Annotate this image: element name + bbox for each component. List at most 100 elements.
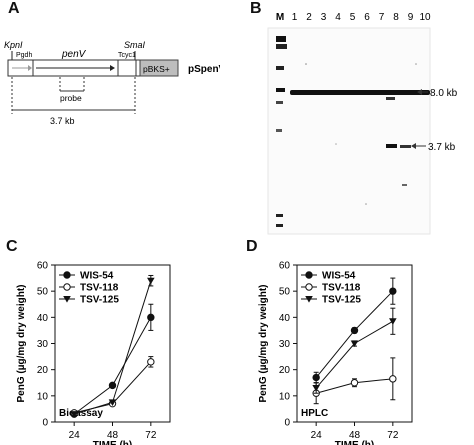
- x-tick-label: 72: [387, 430, 399, 441]
- series-tsv-125: [312, 307, 397, 394]
- data-point-marker: [63, 296, 71, 303]
- lane-label: 9: [408, 12, 414, 23]
- marker-band: [276, 101, 283, 104]
- band-3.7kb-label: 3.7 kb: [428, 142, 456, 153]
- blot-speck: [305, 63, 307, 65]
- blot-membrane: [267, 27, 431, 235]
- lane-labels: M 1 2 3 4 5 6 7 8 9 10: [276, 12, 431, 23]
- blot-speck: [365, 203, 367, 205]
- marker-band: [276, 66, 284, 70]
- legend-label: TSV-125: [322, 295, 361, 306]
- marker-band: [276, 214, 283, 217]
- y-tick-label: 50: [37, 287, 49, 298]
- y-tick-label: 0: [42, 418, 48, 429]
- legend-label: TSV-118: [80, 283, 119, 294]
- band-8kb-arrow-head: [417, 89, 422, 95]
- band-8kb-row: [290, 90, 430, 95]
- blot-bands: [276, 36, 430, 227]
- x-axis-label: TIME (h): [93, 440, 132, 445]
- lane-label: 5: [350, 12, 356, 23]
- x-tick-label: 48: [349, 430, 361, 441]
- data-point-marker: [147, 277, 155, 285]
- y-tick-label: 10: [279, 391, 291, 402]
- y-tick-label: 40: [279, 313, 291, 324]
- y-tick-label: 30: [279, 339, 291, 350]
- series-tsv-118: [312, 357, 397, 405]
- pbks-vector-box: [139, 59, 179, 77]
- probe-label-bg: [58, 92, 88, 102]
- data-point-marker: [108, 399, 117, 406]
- y-tick-label: 20: [279, 365, 291, 376]
- x-tick-label: 72: [145, 430, 157, 441]
- blot-speck: [335, 143, 337, 145]
- y-tick-label: 20: [37, 365, 49, 376]
- method-label: Bioassay: [59, 408, 103, 419]
- marker-band: [276, 224, 283, 227]
- band-3.7kb-arrow-head: [411, 143, 416, 149]
- legend-label: WIS-54: [322, 271, 356, 282]
- data-point-marker: [70, 411, 78, 418]
- legend-label: TSV-125: [80, 295, 119, 306]
- lane9-3.7kb-band: [400, 145, 411, 148]
- data-point-marker: [305, 271, 313, 279]
- pgdh-label: Pgdh: [16, 52, 32, 59]
- panel-b-label: B: [250, 0, 262, 17]
- method-label: HPLC: [301, 408, 328, 419]
- marker-band: [276, 36, 286, 42]
- chart-d-hplc: 0 10 20 30 40 50 60 24 48 72 TIME (h) PenG (µg/mg d…: [258, 261, 413, 445]
- data-point-marker: [63, 283, 71, 291]
- chart-c-bioassay: 0 10 20 30 40 50 60 24 48 72 TIME (h) PenG (µg/mg d…: [16, 261, 171, 445]
- lane-label: 3: [321, 12, 327, 23]
- lane-label: 8: [393, 12, 399, 23]
- pgdh-arrow-head: [28, 65, 32, 71]
- panel-c-label: C: [6, 238, 18, 255]
- lane-label: M: [276, 12, 284, 23]
- lane-label: 1: [292, 12, 298, 23]
- series-wis-54: [312, 277, 397, 384]
- lane-label: 10: [419, 12, 431, 23]
- x-tick-label: 24: [311, 430, 323, 441]
- span-size-label: 3.7 kb: [50, 116, 75, 126]
- y-axis-label: PenG (µg/mg dry weight): [16, 285, 27, 403]
- southern-blot-image: M 1 2 3 4 5 6 7 8 9 10 8.0 kb 3.7 kb: [267, 12, 458, 235]
- band-8kb-label: 8.0 kb: [430, 88, 458, 99]
- y-tick-label: 50: [279, 287, 291, 298]
- data-point-marker: [147, 313, 155, 322]
- lane-label: 2: [306, 12, 312, 23]
- penv-label: penV: [61, 49, 87, 60]
- legend-label: TSV-118: [322, 283, 361, 294]
- lane-label: 7: [379, 12, 385, 23]
- data-point-marker: [312, 373, 320, 382]
- plasmid-name: pSpenV: [188, 64, 220, 75]
- data-point-marker: [350, 379, 359, 387]
- probe-label: probe: [60, 93, 82, 103]
- marker-band: [276, 88, 285, 92]
- series-tsv-125: [70, 274, 155, 418]
- y-axis-label: PenG (µg/mg dry weight): [258, 285, 269, 403]
- data-point-marker: [305, 283, 313, 291]
- data-point-marker: [389, 287, 397, 295]
- y-tick-label: 30: [37, 339, 49, 350]
- lane8-band: [386, 97, 395, 100]
- data-point-marker: [108, 381, 117, 390]
- x-tick-label: 48: [107, 430, 119, 441]
- y-tick-label: 40: [37, 313, 49, 324]
- lane-label: 4: [335, 12, 341, 23]
- data-point-marker: [350, 340, 359, 348]
- x-axis-label: TIME (h): [335, 440, 374, 445]
- panel-d-label: D: [246, 238, 258, 255]
- data-point-marker: [389, 318, 397, 325]
- plasmid-map-diagram: KpnI SmaI Pgdh penV Tcyc1 pBKS+ pSpenV p…: [4, 40, 220, 126]
- x-tick-label: 24: [69, 430, 81, 441]
- legend-label: WIS-54: [80, 271, 114, 282]
- penv-arrow-head: [110, 65, 115, 71]
- blot-speck: [415, 63, 417, 65]
- pbks-label: pBKS+: [143, 64, 170, 74]
- data-point-marker: [305, 296, 313, 303]
- data-point-marker: [350, 326, 359, 335]
- data-point-marker: [63, 271, 71, 279]
- y-tick-label: 60: [279, 261, 291, 272]
- data-point-marker: [147, 358, 155, 366]
